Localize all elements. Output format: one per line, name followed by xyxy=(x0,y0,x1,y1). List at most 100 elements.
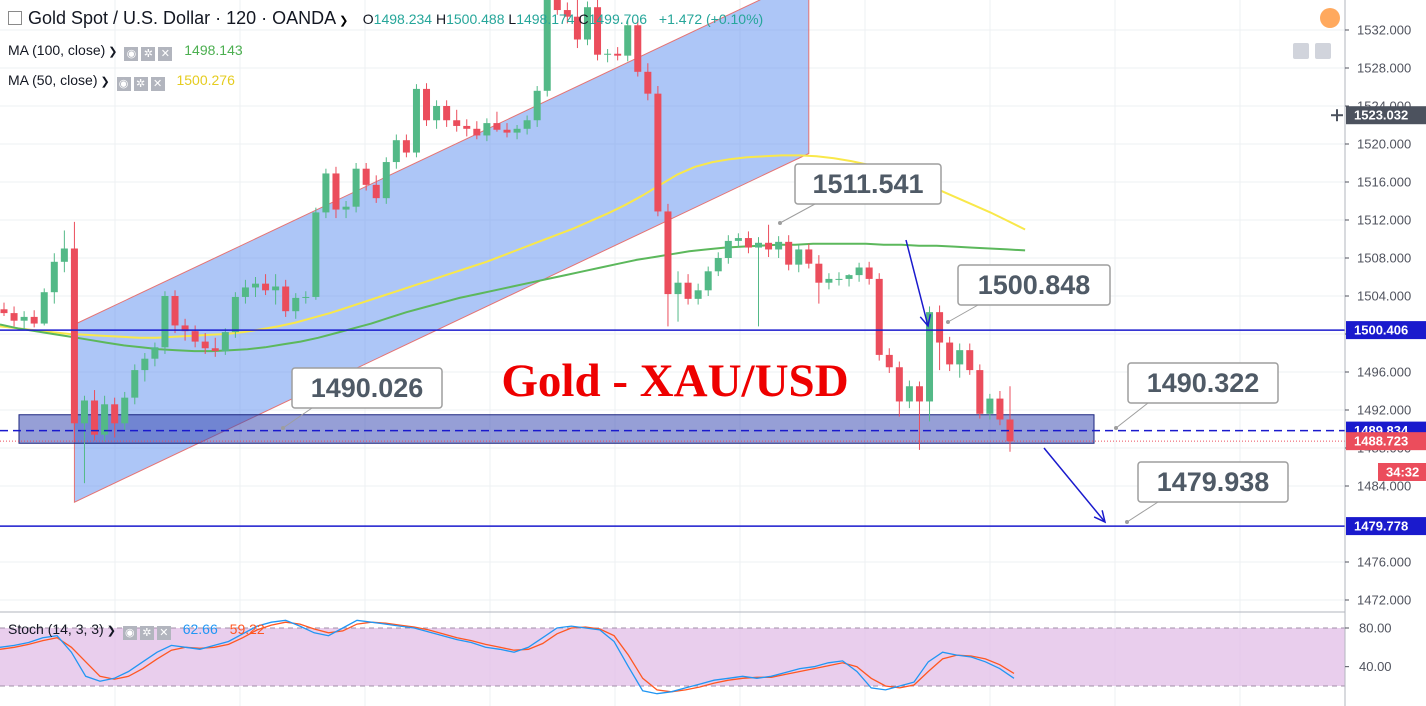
candle-body xyxy=(302,296,310,298)
horizontal-levels xyxy=(0,329,1345,527)
callout-label: 1511.541 xyxy=(812,169,923,199)
candle-body xyxy=(765,242,773,250)
close-value: 1499.706 xyxy=(588,11,648,27)
callout-pointer xyxy=(282,407,313,429)
ohlc-values: O1498.234 H1500.488 L1498.174 C1499.706 … xyxy=(363,11,763,27)
candle-body xyxy=(292,297,300,312)
symbol-title[interactable]: Gold Spot / U.S. Dollar · 120 · OANDA xyxy=(28,8,337,28)
eye-icon[interactable]: ◉ xyxy=(124,47,139,61)
chevron-down-icon[interactable]: ❯ xyxy=(100,76,110,88)
callout-pointer xyxy=(947,304,979,323)
candle-body xyxy=(111,404,119,424)
study-ma100: MA (100, close) ❯ ◉ ✲ ✕ 1498.143 xyxy=(8,42,243,61)
chevron-down-icon[interactable]: ❯ xyxy=(108,46,118,58)
chevron-down-icon[interactable]: ❯ xyxy=(106,625,116,637)
candle-body xyxy=(141,358,149,371)
open-label: O xyxy=(362,11,374,27)
gear-icon[interactable]: ✲ xyxy=(139,626,154,640)
candle-body xyxy=(211,348,219,352)
arrow-line xyxy=(905,239,929,327)
arrow-head xyxy=(1093,510,1107,524)
axis-tick-label: 1476.000 xyxy=(1357,555,1411,570)
close-icon[interactable]: ✕ xyxy=(150,77,165,91)
close-icon[interactable]: ✕ xyxy=(158,47,173,61)
callout-pointer xyxy=(1126,501,1159,523)
high-label: H xyxy=(435,11,447,27)
candle-body xyxy=(513,128,521,133)
collapse-legend-icon[interactable] xyxy=(8,11,22,25)
candle-body xyxy=(262,283,270,291)
callout-box xyxy=(794,163,942,205)
stoch-label[interactable]: Stoch (14, 3, 3) xyxy=(8,621,104,637)
candle-body xyxy=(684,282,692,299)
stoch-band xyxy=(0,628,1345,686)
candle-body xyxy=(966,350,974,371)
candle-body xyxy=(785,241,793,265)
candle-body xyxy=(563,10,571,17)
axis-tick-label: 1516.000 xyxy=(1357,175,1411,190)
candle-body xyxy=(10,313,18,321)
price-tag-label: 1479.778 xyxy=(1354,519,1408,534)
annotations: 1511.541 1500.848 1490.026 1490.322 1479.938… xyxy=(281,163,1289,524)
axis-tick-label: 1528.000 xyxy=(1357,61,1411,76)
price-tag xyxy=(1378,463,1426,481)
candle-body xyxy=(755,242,762,248)
stoch-axis-label: 80.00 xyxy=(1359,621,1392,636)
arrow-head xyxy=(919,314,932,328)
study-stoch: Stoch (14, 3, 3) ❯ ◉ ✲ ✕ 62.66 59.22 xyxy=(8,621,265,640)
change-value: +1.472 (+0.10%) xyxy=(658,11,764,27)
candle-body xyxy=(905,386,913,402)
low-value: 1498.174 xyxy=(516,11,575,27)
candle-body xyxy=(352,168,360,207)
pane-down-icon[interactable] xyxy=(1293,43,1309,59)
low-label: L xyxy=(508,11,517,27)
ma100-line xyxy=(0,242,1026,353)
candle-body xyxy=(332,173,340,210)
candle-body xyxy=(30,316,38,324)
candle-body xyxy=(583,7,591,40)
callout-label: 1479.938 xyxy=(1157,467,1270,497)
callout-anchor xyxy=(778,221,782,225)
stoch-axis-label: 40.00 xyxy=(1359,659,1392,674)
gear-icon[interactable]: ✲ xyxy=(133,77,148,91)
ma100-label[interactable]: MA (100, close) xyxy=(8,42,106,58)
candle-body xyxy=(604,53,612,55)
ma50-label[interactable]: MA (50, close) xyxy=(8,72,98,88)
ma50-value: 1500.276 xyxy=(176,72,235,88)
alert-status-icon[interactable] xyxy=(1320,8,1340,28)
candle-body xyxy=(312,212,320,297)
pane-maximize-icon[interactable] xyxy=(1315,43,1331,59)
candle-body xyxy=(594,7,602,55)
candle-body xyxy=(825,278,833,283)
candle-body xyxy=(624,25,632,56)
eye-icon[interactable]: ◉ xyxy=(116,77,131,91)
candle-body xyxy=(80,400,88,424)
candle-body xyxy=(956,350,964,365)
axis-tick-label: 1508.000 xyxy=(1357,251,1411,266)
callout-box xyxy=(1137,461,1289,503)
eye-icon[interactable]: ◉ xyxy=(122,626,137,640)
candle-body xyxy=(463,125,471,129)
candle-body xyxy=(654,93,662,212)
high-value: 1500.488 xyxy=(446,11,505,27)
candle-body xyxy=(412,88,420,153)
candle-body xyxy=(483,123,491,136)
candle-body xyxy=(392,140,400,163)
candle-body xyxy=(895,367,903,402)
candle-body xyxy=(91,400,99,435)
candle-body xyxy=(342,206,350,210)
price-axis: 1532.0001528.0001524.0001520.0001516.000… xyxy=(1331,0,1426,706)
close-icon[interactable]: ✕ xyxy=(156,626,171,640)
callout-label: 1490.322 xyxy=(1147,368,1260,398)
close-label: C xyxy=(578,11,589,27)
candle-body xyxy=(473,128,481,136)
candle-body xyxy=(362,168,370,185)
candle-body xyxy=(453,120,461,126)
candle-body xyxy=(986,398,994,414)
chevron-down-icon[interactable]: ❯ xyxy=(339,15,349,27)
axis-tick-label: 1496.000 xyxy=(1357,365,1411,380)
candle-body xyxy=(533,90,541,121)
ma50-line xyxy=(0,154,1026,339)
gear-icon[interactable]: ✲ xyxy=(141,47,156,61)
